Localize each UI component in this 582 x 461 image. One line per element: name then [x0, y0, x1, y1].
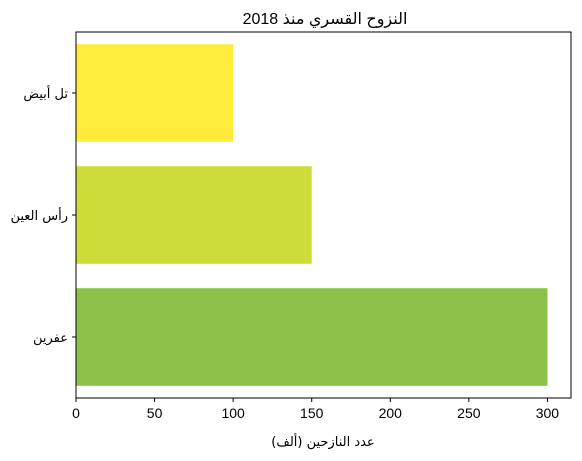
x-tick-label: 100 [221, 405, 245, 421]
category-label: عفرين [33, 331, 68, 346]
category-labels: عفرين رأس العين تل أبيض [10, 85, 76, 346]
x-tick-label: 200 [379, 405, 403, 421]
bar-2 [76, 44, 234, 142]
bar-1 [76, 166, 312, 264]
category-label: تل أبيض [23, 85, 68, 102]
x-tick-label: 0 [72, 405, 80, 421]
x-tick-label: 150 [300, 405, 324, 421]
x-tick-label: 300 [536, 405, 560, 421]
plot-area-frame [75, 31, 572, 399]
bar-0 [76, 288, 548, 386]
x-tick-label: 250 [457, 405, 481, 421]
x-axis-label: عدد النازحين (ألف) [271, 433, 374, 450]
bars-group [76, 44, 548, 386]
x-axis-ticks: 0 50 100 150 200 250 300 [72, 398, 559, 421]
chart-title: النزوح القسري منذ 2018 [243, 11, 408, 29]
category-label: رأس العين [10, 207, 68, 224]
x-tick-label: 50 [147, 405, 163, 421]
